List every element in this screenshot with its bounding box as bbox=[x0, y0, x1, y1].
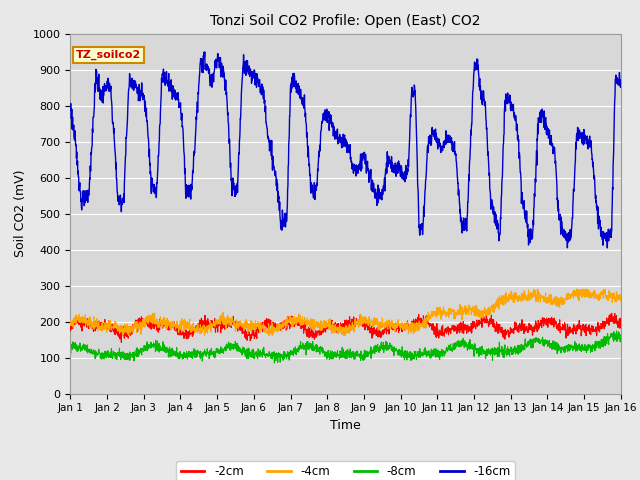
Title: Tonzi Soil CO2 Profile: Open (East) CO2: Tonzi Soil CO2 Profile: Open (East) CO2 bbox=[211, 14, 481, 28]
Text: TZ_soilco2: TZ_soilco2 bbox=[76, 50, 141, 60]
Y-axis label: Soil CO2 (mV): Soil CO2 (mV) bbox=[14, 170, 27, 257]
X-axis label: Time: Time bbox=[330, 419, 361, 432]
Legend: -2cm, -4cm, -8cm, -16cm: -2cm, -4cm, -8cm, -16cm bbox=[176, 461, 515, 480]
